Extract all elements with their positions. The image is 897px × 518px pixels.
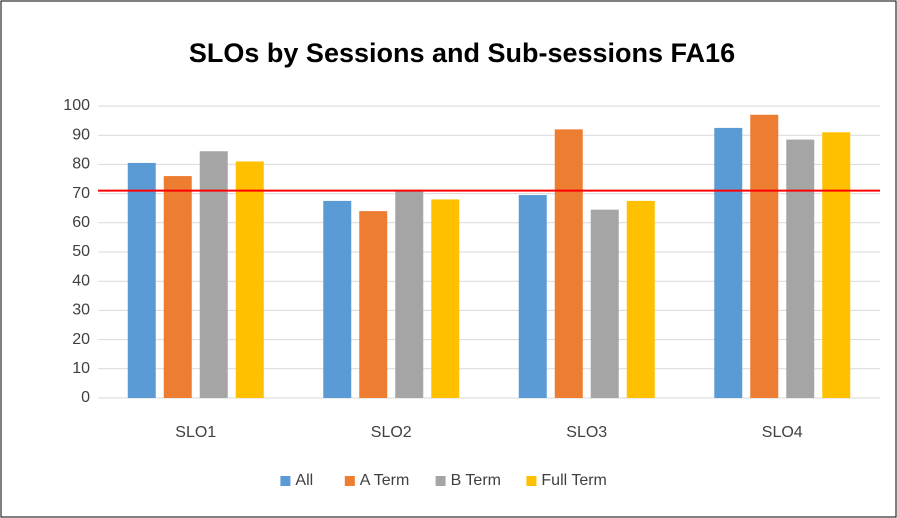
bar — [626, 200, 655, 398]
chart-title: SLOs by Sessions and Sub-sessions FA16 — [189, 38, 735, 68]
y-tick-label: 50 — [72, 243, 90, 260]
bar — [163, 176, 192, 398]
bar — [359, 211, 388, 398]
bar — [590, 209, 619, 398]
bar — [518, 195, 547, 398]
bar — [323, 200, 352, 398]
legend-swatch — [526, 476, 537, 486]
bar — [822, 132, 851, 398]
x-tick-label: SLO1 — [175, 424, 216, 441]
legend-swatch — [280, 476, 291, 486]
y-tick-label: 0 — [81, 389, 90, 406]
y-tick-label: 40 — [72, 272, 90, 289]
bar — [235, 161, 264, 398]
y-tick-label: 60 — [72, 214, 90, 231]
x-tick-label: SLO4 — [762, 424, 803, 441]
legend-label: Full Term — [541, 472, 607, 489]
bar — [431, 199, 460, 398]
y-tick-label: 30 — [72, 302, 90, 319]
x-tick-label: SLO2 — [371, 424, 412, 441]
bar — [786, 139, 815, 398]
bar — [199, 151, 228, 398]
legend-swatch — [344, 476, 355, 486]
legend-label: A Term — [360, 472, 410, 489]
bar — [395, 190, 424, 398]
bar — [750, 114, 779, 398]
bar — [554, 129, 583, 399]
y-tick-label: 10 — [72, 360, 90, 377]
legend-swatch — [435, 476, 446, 486]
legend-label: All — [295, 472, 313, 489]
y-tick-label: 100 — [63, 97, 90, 114]
y-tick-label: 80 — [72, 156, 90, 173]
y-tick-label: 70 — [72, 185, 90, 202]
legend-label: B Term — [451, 472, 501, 489]
x-tick-label: SLO3 — [566, 424, 607, 441]
bar — [127, 162, 156, 398]
y-tick-label: 90 — [72, 126, 90, 143]
bar — [714, 127, 743, 399]
y-tick-label: 20 — [72, 331, 90, 348]
